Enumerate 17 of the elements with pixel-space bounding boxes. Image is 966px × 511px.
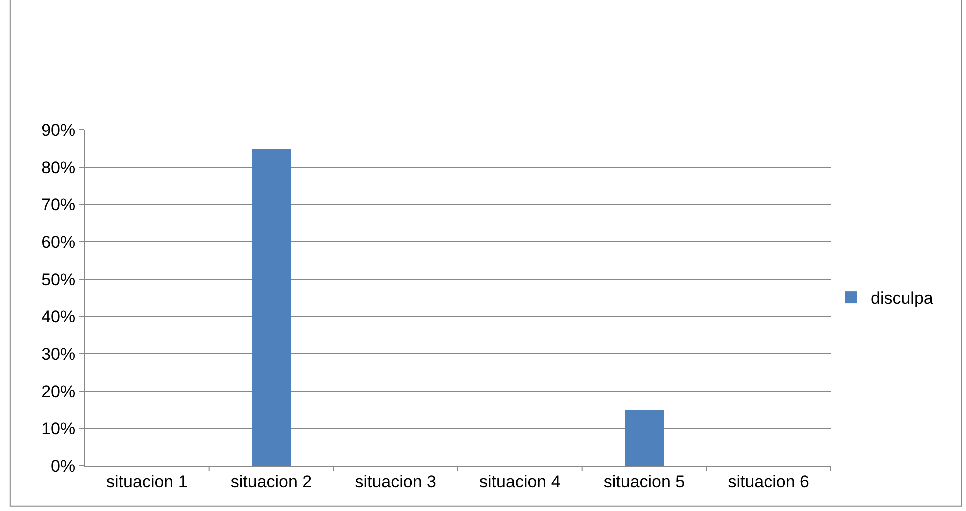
y-tick-label: 30%	[42, 344, 76, 364]
y-tick-label: 60%	[42, 232, 76, 252]
legend-label: disculpa	[871, 289, 934, 308]
y-tick-label: 40%	[42, 308, 76, 327]
y-tick-label: 90%	[42, 120, 76, 140]
x-tick-label: situacion 6	[728, 472, 810, 492]
y-tick-label: 70%	[42, 196, 76, 215]
x-tick-label: situacion 1	[106, 472, 188, 492]
x-tick-label: situacion 3	[355, 472, 436, 492]
y-tick-label: 0%	[51, 456, 76, 476]
y-tick-label: 80%	[42, 158, 76, 178]
y-tick-label: 50%	[42, 270, 76, 290]
x-tick-label: situacion 4	[480, 472, 561, 492]
x-tick-label: situacion 2	[230, 472, 312, 492]
y-tick-label: 20%	[42, 382, 76, 402]
x-tick-label: situacion 5	[604, 472, 686, 492]
y-tick-label: 10%	[42, 420, 76, 439]
